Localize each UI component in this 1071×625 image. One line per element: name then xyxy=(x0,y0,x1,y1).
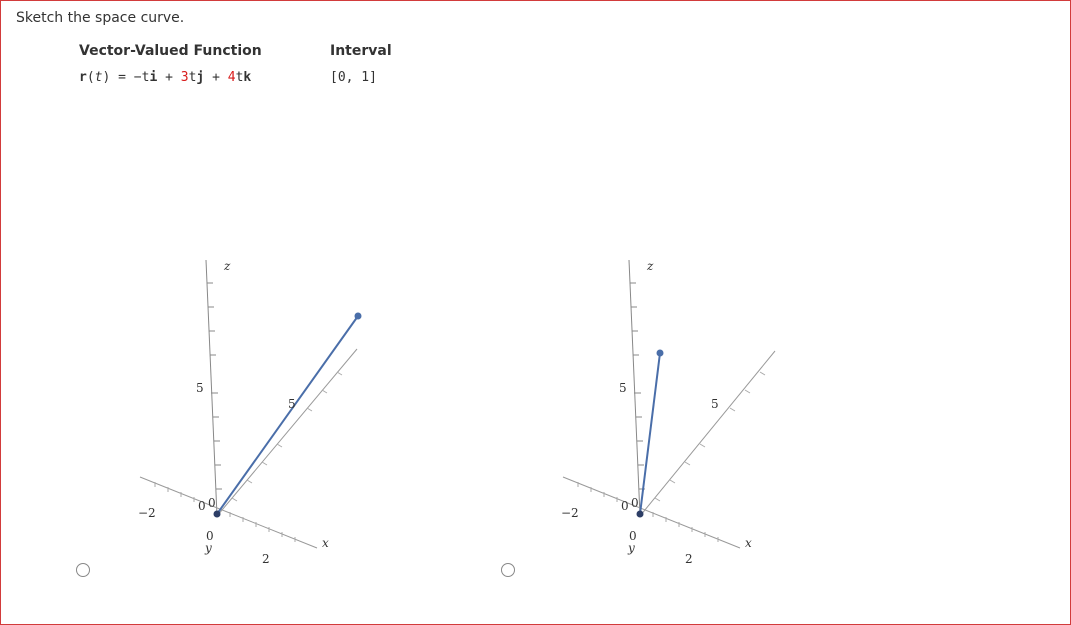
y-axis xyxy=(562,476,741,549)
y-tick-0-mid: 0 xyxy=(198,499,206,513)
curve-end-point xyxy=(354,312,362,320)
x-tick-neg2: −2 xyxy=(561,506,579,520)
interval-value: [0, 1] xyxy=(330,70,377,85)
curve-start-point xyxy=(213,510,221,518)
z-tick-5: 5 xyxy=(196,381,204,395)
x-axis-label: x xyxy=(745,536,752,550)
z-tick-0: 0 xyxy=(631,496,639,510)
x-axis xyxy=(216,348,358,517)
z-axis xyxy=(628,259,641,517)
x-tick-5: 5 xyxy=(711,397,719,411)
option-a-graph[interactable]: z 5 0 0 5 −2 0 y 2 x xyxy=(120,245,450,590)
vector-function-value: r(t) = −ti + 3tj + 4tk xyxy=(79,70,252,85)
y-tick-0: 0 xyxy=(206,529,214,543)
x-axis-ticks xyxy=(231,371,343,502)
y-axis-label: y xyxy=(204,541,212,555)
y-axis-ticks xyxy=(577,482,719,542)
question-prompt: Sketch the space curve. xyxy=(16,10,185,26)
x-tick-2: 2 xyxy=(685,552,693,566)
x-tick-neg2: −2 xyxy=(138,506,156,520)
curve-end-point xyxy=(656,349,664,357)
y-axis xyxy=(139,476,318,549)
option-a-radio[interactable] xyxy=(76,563,90,577)
z-axis-label: z xyxy=(223,259,231,273)
x-tick-5: 5 xyxy=(288,397,296,411)
x-axis-label: x xyxy=(322,536,329,550)
y-axis-ticks xyxy=(154,482,296,542)
header-vector-function: Vector-Valued Function xyxy=(79,43,262,59)
z-tick-0: 0 xyxy=(208,496,216,510)
y-axis-label: y xyxy=(627,541,635,555)
x-axis-ticks xyxy=(654,371,766,502)
header-interval: Interval xyxy=(330,43,392,59)
x-axis xyxy=(639,350,776,517)
space-curve xyxy=(216,315,359,515)
curve-start-point xyxy=(636,510,644,518)
z-tick-5: 5 xyxy=(619,381,627,395)
option-b-radio[interactable] xyxy=(501,563,515,577)
z-axis xyxy=(205,259,218,517)
y-tick-0-mid: 0 xyxy=(621,499,629,513)
z-axis-label: z xyxy=(646,259,654,273)
z-axis-ticks xyxy=(207,282,222,490)
y-tick-0: 0 xyxy=(629,529,637,543)
x-tick-2: 2 xyxy=(262,552,270,566)
space-curve xyxy=(639,352,661,515)
option-b-graph[interactable]: z 5 0 0 5 −2 0 y 2 x xyxy=(543,245,873,590)
